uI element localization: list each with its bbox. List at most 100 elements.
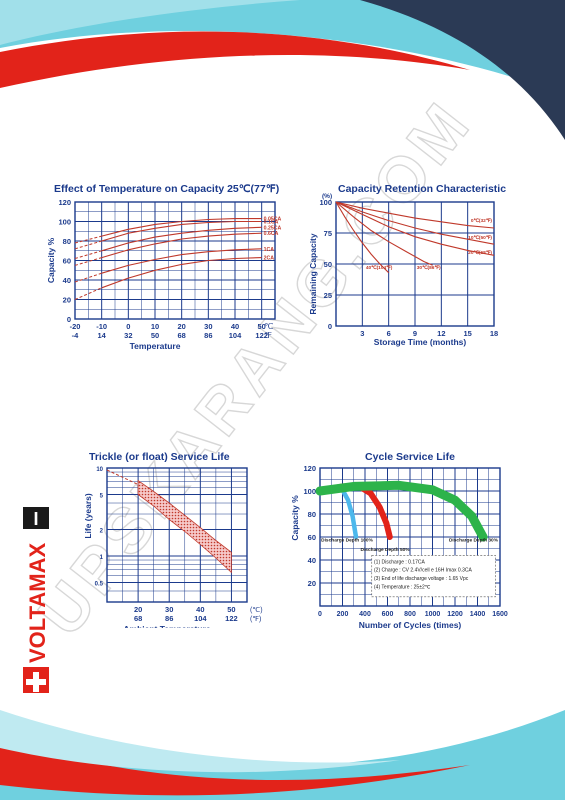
x-tick-label-c: 50 <box>257 322 265 331</box>
plot-frame <box>335 201 495 327</box>
chart-title: Cycle Service Life <box>365 451 455 463</box>
series-label: 0.05CA <box>264 217 282 223</box>
series-line <box>101 232 262 259</box>
y-unit: (%) <box>322 193 332 200</box>
y-tick-label: 80 <box>308 510 316 519</box>
header-navy-band <box>360 0 565 140</box>
x-tick-label-c: 10 <box>151 322 159 331</box>
y-tick-label: 10 <box>96 467 103 473</box>
series-line <box>101 218 262 237</box>
y-tick-label: 40 <box>308 556 316 565</box>
x-axis-label: Number of Cycles (times) <box>359 620 462 630</box>
series-line <box>101 257 262 289</box>
series-label: Discharge Depth 30% <box>449 538 499 544</box>
y-tick-label: 1 <box>100 555 104 561</box>
x-tick-label: 6 <box>387 329 391 338</box>
x-tick-label-f: 50 <box>151 331 159 340</box>
x-tick-label: 1000 <box>425 611 441 618</box>
life-extrapolation-line <box>106 469 139 485</box>
series-label: 0.1CA <box>264 220 279 226</box>
note-line: (2) Charge : CV 2.4V/cell e 16H Imax 0.3… <box>374 568 472 574</box>
x-tick-label-f: 104 <box>229 331 242 340</box>
y-axis-label: Life (years) <box>83 493 93 539</box>
y-tick-label: 60 <box>63 257 71 266</box>
series-label: 10℃(50℉) <box>468 234 492 241</box>
header-red-band <box>0 31 470 88</box>
x-tick-label-c: -20 <box>70 322 81 331</box>
x-tick-label: 1200 <box>447 611 463 618</box>
y-tick-label: 75 <box>324 229 332 238</box>
brand-badge-box <box>23 507 49 529</box>
x-axis-label: Storage Time (months) <box>374 337 467 347</box>
y-tick-label: 2 <box>100 529 104 535</box>
x-tick-label-c: 0 <box>126 322 130 331</box>
y-tick-label: 120 <box>303 464 316 473</box>
x-tick-label: 600 <box>382 611 394 618</box>
series-line <box>335 201 495 256</box>
series-line-dashed <box>74 235 102 244</box>
series-line <box>335 201 495 229</box>
header-highlight <box>0 0 300 45</box>
plot-frame <box>106 467 248 603</box>
x-axis-label: Ambient Temperature <box>123 624 210 628</box>
series-label: 0.6CA <box>264 231 279 237</box>
brand-badge-text: I <box>33 509 38 529</box>
y-tick-label: 120 <box>58 198 71 207</box>
note-line: (3) End of life discharge voltage : 1.65… <box>374 576 469 582</box>
series-label: 20℃(68℉) <box>468 249 492 256</box>
temperature-capacity-chart: Effect of Temperature on Capacity 25℃(77… <box>46 183 282 351</box>
x-unit-c: ℃ <box>264 322 273 331</box>
x-tick-label: 15 <box>463 329 471 338</box>
series-line <box>335 201 390 274</box>
series-label: Discharge Depth 50% <box>361 547 411 553</box>
y-tick-label: 100 <box>303 487 316 496</box>
x-tick-label-c: 40 <box>196 605 204 614</box>
x-tick-label: 400 <box>359 611 371 618</box>
x-tick-label-f: 122 <box>255 331 268 340</box>
series-label: 0℃(32℉) <box>471 217 493 224</box>
footer-swoosh <box>0 710 565 800</box>
series-line <box>335 201 495 245</box>
header-swoosh <box>0 0 565 140</box>
plot-frame <box>319 467 501 607</box>
life-band <box>137 479 232 574</box>
x-tick-label-f: 86 <box>204 331 212 340</box>
series-label: 30℃(86℉) <box>417 264 441 271</box>
y-tick-label: 20 <box>63 296 71 305</box>
x-tick-label: 1600 <box>492 611 508 618</box>
y-tick-label: 100 <box>58 218 71 227</box>
footer-light-band <box>0 710 400 773</box>
series-label: 0.25CA <box>264 225 282 231</box>
series-line <box>101 226 262 252</box>
note-line: (1) Discharge : 0.17CA <box>374 559 426 565</box>
x-tick-label-f: 32 <box>124 331 132 340</box>
x-tick-label-c: 40 <box>231 322 239 331</box>
chart-title: Effect of Temperature on Capacity 25℃(77… <box>54 183 279 195</box>
y-tick-label: 5 <box>100 493 104 499</box>
series-band <box>315 480 488 542</box>
x-tick-label-c: -10 <box>96 322 107 331</box>
y-tick-label: 60 <box>308 533 316 542</box>
note-line: (4) Temperature : 25±2℃ <box>374 584 431 590</box>
y-axis-label: Remaining Capacity <box>308 233 318 315</box>
x-tick-label: 800 <box>404 611 416 618</box>
x-axis-label: Temperature <box>130 341 181 351</box>
plot-frame <box>74 201 276 320</box>
capacity-retention-chart: Capacity Retention Characteristic (%) 0 25 5… <box>308 183 506 347</box>
x-tick-label: 200 <box>337 611 349 618</box>
y-axis-label: Capacity % <box>290 495 300 541</box>
y-tick-label: 80 <box>63 237 71 246</box>
x-tick-label-f: -4 <box>72 331 79 340</box>
x-unit-f: ℉ <box>264 331 272 340</box>
x-tick-label-f: 14 <box>97 331 106 340</box>
series-label: 1CA <box>264 247 275 253</box>
y-tick-label: 50 <box>324 260 332 269</box>
series-label: Discharge Depth 100% <box>321 538 373 544</box>
y-tick-label: 100 <box>319 198 332 207</box>
x-tick-label: 18 <box>490 329 498 338</box>
x-tick-label-c: 30 <box>165 605 173 614</box>
x-tick-label-c: 30 <box>204 322 212 331</box>
float-service-life-chart: Trickle (or float) Service Life 0.5 1 2 5 10 2… <box>83 451 263 628</box>
